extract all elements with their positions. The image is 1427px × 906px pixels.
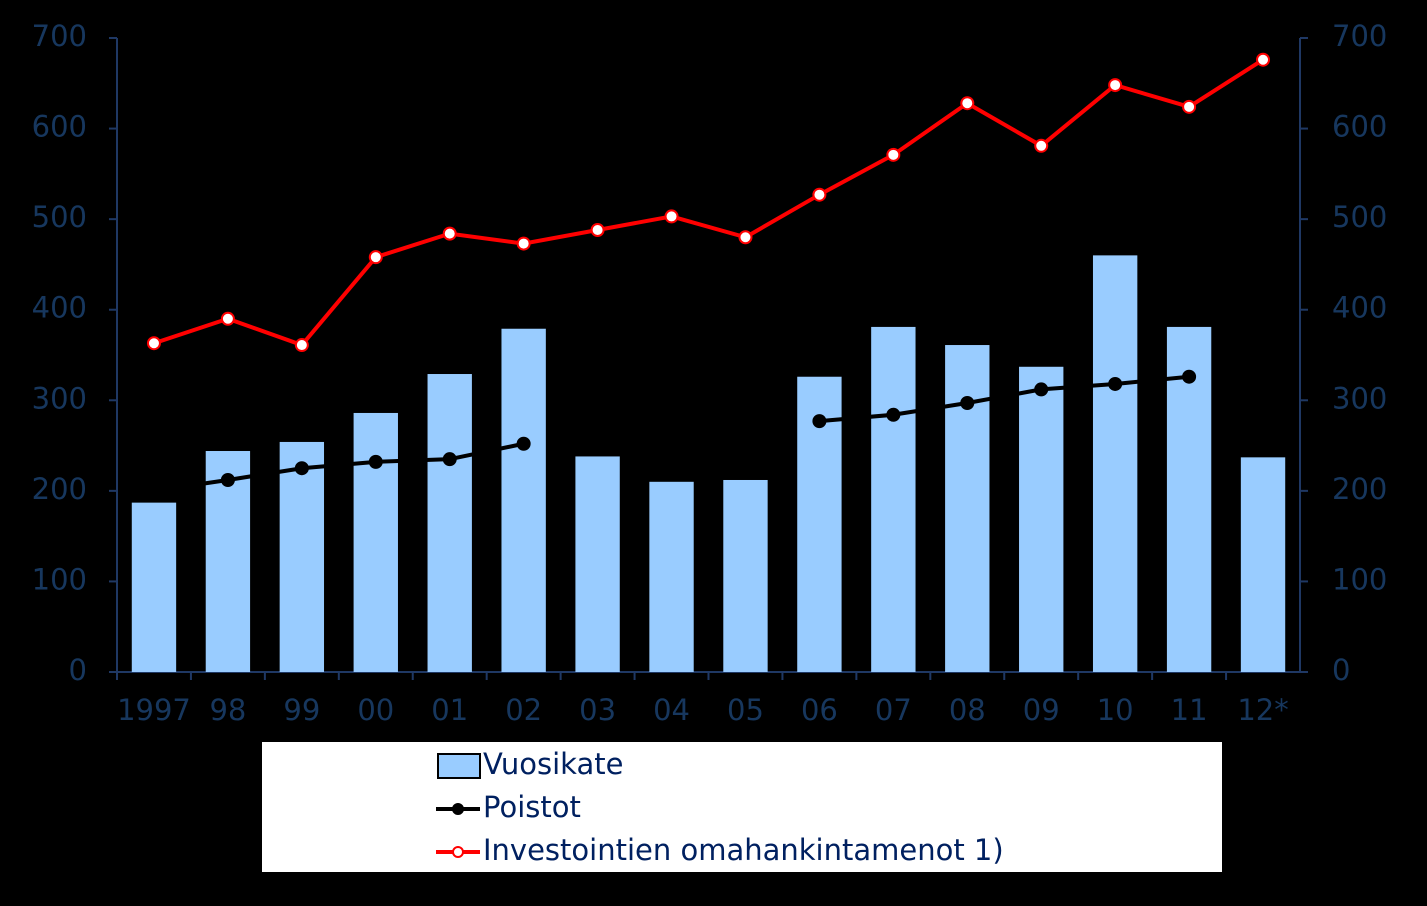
y-tick-label: 0 (69, 653, 87, 687)
bar (501, 328, 546, 672)
line (153, 58, 1265, 348)
marker (1256, 52, 1271, 67)
x-tick-label: 1997 (117, 693, 191, 727)
y-tick-label: 200 (32, 472, 87, 506)
plot: 0100200300400500600700010020030040050060… (32, 19, 1388, 727)
line (153, 374, 1190, 493)
marker (220, 472, 235, 487)
x-tick-label: 09 (1023, 693, 1060, 727)
x-tick-label: 02 (505, 693, 542, 727)
marker (664, 209, 679, 224)
legend-swatch (437, 753, 481, 779)
marker (886, 147, 901, 162)
y2-tick-label: 0 (1332, 653, 1350, 687)
marker (146, 336, 161, 351)
bar (205, 451, 251, 672)
marker (960, 96, 975, 111)
legend-marker (452, 803, 464, 815)
marker (812, 187, 827, 202)
bar (1166, 326, 1212, 672)
y-tick-label: 100 (32, 562, 87, 596)
marker (516, 436, 531, 451)
marker (368, 454, 383, 469)
x-tick-label: 10 (1097, 693, 1134, 727)
y2-tick-label: 600 (1332, 110, 1387, 144)
bar (353, 412, 398, 672)
marker (294, 338, 309, 353)
x-tick-label: 08 (949, 693, 986, 727)
bar (871, 326, 916, 672)
y-tick-label: 400 (32, 291, 87, 325)
marker (1108, 78, 1123, 93)
x-tick-label: 12* (1237, 693, 1288, 727)
marker (886, 407, 901, 422)
marker (442, 226, 457, 241)
bar (723, 479, 768, 672)
y2-tick-label: 500 (1332, 200, 1387, 234)
x-tick-label: 98 (209, 693, 246, 727)
x-tick-label: 04 (653, 693, 690, 727)
marker (516, 236, 531, 251)
bar (1092, 255, 1138, 672)
marker (1034, 382, 1049, 397)
marker (960, 396, 975, 411)
bar (279, 441, 325, 672)
y2-tick-label: 400 (1332, 291, 1387, 325)
marker (1182, 369, 1197, 384)
marker (220, 311, 235, 326)
marker (1108, 376, 1123, 391)
y-tick-label: 700 (32, 19, 87, 53)
y-tick-label: 600 (32, 110, 87, 144)
legend-label: Vuosikate (483, 747, 623, 781)
x-tick-label: 06 (801, 693, 838, 727)
x-tick-label: 00 (357, 693, 394, 727)
marker (146, 483, 161, 498)
y-tick-label: 500 (32, 200, 87, 234)
bar (649, 481, 694, 672)
legend: Vuosikate Poistot Investointien omahankint… (262, 742, 1222, 872)
x-tick-label: 05 (727, 693, 764, 727)
bar (945, 345, 990, 672)
marker (294, 461, 309, 476)
marker (590, 223, 605, 238)
y-tick-label: 300 (32, 381, 87, 415)
marker (738, 230, 753, 245)
x-tick-label: 07 (875, 693, 912, 727)
bar (575, 456, 620, 672)
y2-tick-label: 200 (1332, 472, 1387, 506)
bar (427, 374, 472, 672)
marker (442, 452, 457, 467)
x-tick-label: 99 (283, 693, 320, 727)
x-tick-label: 03 (579, 693, 616, 727)
x-tick-label: 01 (431, 693, 468, 727)
legend-label: Investointien omahankintamenot 1) (483, 833, 1004, 867)
bar (1240, 457, 1286, 672)
y2-tick-label: 300 (1332, 381, 1387, 415)
legend-label: Poistot (483, 790, 581, 824)
y2-tick-label: 100 (1332, 562, 1387, 596)
bar (131, 502, 177, 672)
marker (812, 414, 827, 429)
legend-box (262, 742, 1222, 872)
marker (1034, 138, 1049, 153)
marker (368, 250, 383, 265)
bar (1019, 366, 1064, 672)
legend-marker (452, 846, 464, 858)
marker (1182, 99, 1197, 114)
x-tick-label: 11 (1171, 693, 1208, 727)
y2-tick-label: 700 (1332, 19, 1387, 53)
